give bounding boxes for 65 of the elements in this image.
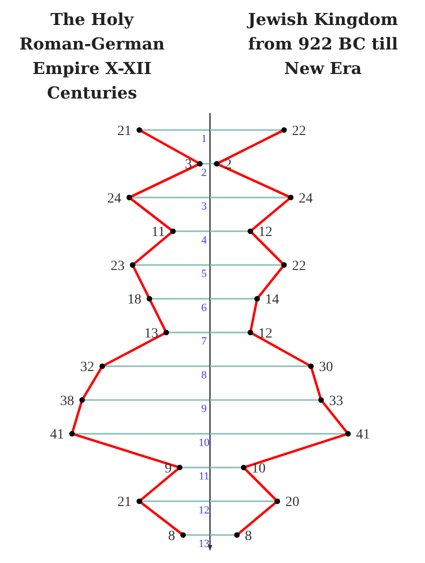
y-tick-label: 13: [198, 538, 210, 550]
point: [274, 498, 280, 504]
data-label: 23: [110, 258, 125, 274]
data-label: 20: [285, 495, 300, 510]
point: [100, 363, 106, 370]
y-tick-label: 5: [201, 268, 208, 280]
data-label: 10: [252, 461, 266, 476]
point: [234, 532, 240, 538]
point: [130, 262, 136, 268]
data-label: 30: [318, 360, 333, 376]
y-tick-label: 4: [201, 234, 208, 246]
data-label: 9: [164, 461, 172, 476]
point: [281, 262, 287, 268]
y-tick-label: 11: [198, 470, 210, 482]
point: [163, 330, 170, 336]
point: [176, 464, 182, 470]
point: [214, 160, 220, 167]
point: [318, 397, 324, 403]
point: [248, 330, 254, 336]
data-label: 41: [356, 428, 370, 443]
chart-title: Jewish Kingdom from 922 BC till New Era: [246, 10, 399, 78]
data-label: 14: [265, 292, 280, 308]
y-tick-label: 12: [198, 504, 210, 516]
data-label: 38: [60, 394, 74, 409]
data-label: 24: [298, 191, 313, 206]
point: [79, 397, 85, 403]
data-label: 41: [50, 428, 64, 443]
point: [136, 498, 142, 504]
data-label: 8: [168, 528, 176, 544]
point: [180, 532, 186, 538]
data-label: 24: [107, 191, 122, 206]
point: [240, 464, 246, 470]
data-label: 21: [117, 495, 132, 510]
point: [308, 363, 314, 370]
point: [254, 296, 260, 302]
y-tick-label: 10: [198, 436, 210, 449]
chart-title: The Holy Roman-German Empire X-XII Centuries: [19, 10, 165, 102]
point: [126, 194, 132, 200]
data-label: 13: [144, 326, 158, 342]
data-label: 12: [258, 326, 272, 342]
data-label: 12: [258, 225, 272, 240]
point: [281, 127, 287, 133]
y-tick-label: 9: [201, 403, 208, 415]
y-tick-label: 6: [201, 302, 208, 314]
y-tick-label: 1: [201, 133, 207, 145]
y-tick-label: 8: [201, 369, 208, 382]
y-tick-label: 7: [201, 336, 208, 348]
data-label: 32: [80, 360, 94, 376]
data-label: 22: [292, 124, 306, 139]
data-label: 8: [244, 528, 252, 544]
point: [136, 127, 142, 133]
point: [69, 430, 75, 437]
point: [170, 228, 176, 234]
data-label: 21: [117, 124, 132, 139]
y-tick-label: 2: [201, 166, 207, 179]
point: [345, 430, 351, 437]
y-tick-label: 3: [201, 200, 208, 212]
data-label: 11: [151, 225, 165, 240]
data-label: 33: [329, 394, 344, 409]
point: [146, 296, 152, 302]
point: [197, 160, 203, 167]
data-label: 22: [292, 258, 306, 274]
point: [288, 194, 294, 200]
data-label: 18: [127, 292, 142, 308]
point: [248, 228, 254, 234]
